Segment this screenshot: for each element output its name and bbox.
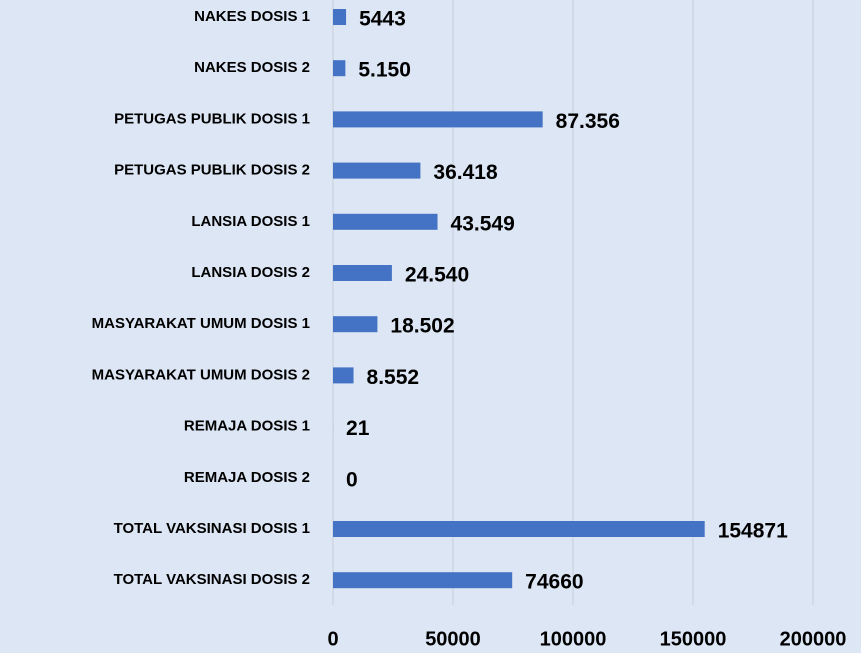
x-tick-label: 0 bbox=[327, 628, 338, 650]
y-tick-label: TOTAL VAKSINASI DOSIS 1 bbox=[114, 520, 310, 537]
y-tick-label: REMAJA DOSIS 2 bbox=[184, 469, 310, 486]
data-label: 74660 bbox=[525, 571, 583, 594]
bar bbox=[333, 60, 346, 77]
y-tick-label: REMAJA DOSIS 1 bbox=[184, 418, 310, 435]
x-tick-label: 150000 bbox=[660, 628, 727, 650]
bar bbox=[333, 265, 392, 281]
data-label: 36.418 bbox=[433, 161, 498, 184]
data-label: 0 bbox=[346, 468, 358, 491]
bar bbox=[333, 572, 513, 589]
data-label: 24.540 bbox=[405, 264, 469, 287]
y-tick-label: LANSIA DOSIS 2 bbox=[191, 264, 310, 281]
y-tick-label: PETUGAS PUBLIK DOSIS 2 bbox=[114, 162, 310, 179]
data-label: 18.502 bbox=[390, 315, 454, 338]
y-tick-label: MASYARAKAT UMUM DOSIS 1 bbox=[92, 315, 310, 332]
bar bbox=[333, 316, 378, 333]
data-label: 154871 bbox=[718, 520, 788, 543]
y-tick-label: NAKES DOSIS 1 bbox=[194, 8, 310, 25]
bar bbox=[333, 521, 705, 537]
bar bbox=[333, 111, 543, 128]
data-label: 21 bbox=[346, 417, 370, 440]
data-label: 43.549 bbox=[451, 212, 515, 235]
bar bbox=[333, 213, 438, 230]
x-tick-label: 100000 bbox=[540, 628, 607, 650]
y-tick-label: NAKES DOSIS 2 bbox=[194, 59, 310, 76]
x-tick-label: 50000 bbox=[425, 628, 481, 650]
x-tick-label: 200000 bbox=[780, 628, 847, 650]
bar bbox=[333, 162, 421, 179]
data-label: 5443 bbox=[359, 8, 406, 31]
y-tick-label: LANSIA DOSIS 1 bbox=[191, 213, 310, 230]
data-label: 87.356 bbox=[556, 110, 620, 133]
data-label: 8.552 bbox=[367, 366, 420, 389]
y-tick-label: TOTAL VAKSINASI DOSIS 2 bbox=[114, 571, 310, 588]
y-tick-label: PETUGAS PUBLIK DOSIS 1 bbox=[114, 110, 310, 127]
bar bbox=[333, 9, 347, 25]
y-tick-label: MASYARAKAT UMUM DOSIS 2 bbox=[92, 366, 310, 383]
data-label: 5.150 bbox=[358, 59, 411, 82]
bar bbox=[333, 367, 354, 384]
